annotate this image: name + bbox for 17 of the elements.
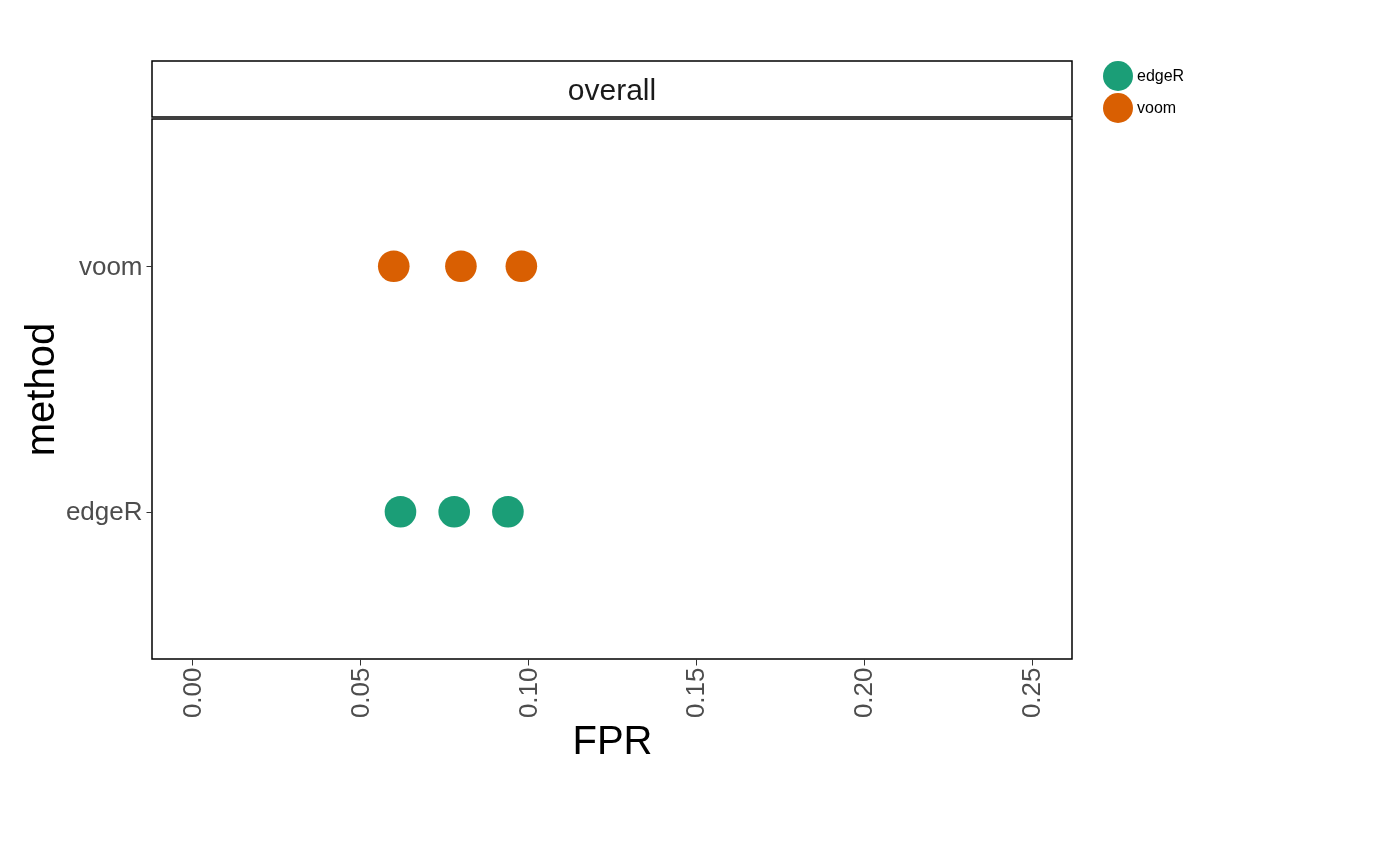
- legend-label: edgeR: [1137, 67, 1185, 84]
- x-tick-label: 0.10: [512, 667, 543, 719]
- x-tick-label: 0.15: [680, 667, 711, 719]
- y-axis-title: method: [17, 322, 62, 457]
- point: [384, 495, 417, 528]
- x-tick-label: 0.00: [176, 667, 207, 719]
- point: [438, 495, 470, 528]
- point: [445, 250, 477, 283]
- point: [377, 250, 410, 283]
- x-tick-label: 0.25: [1016, 667, 1047, 719]
- point: [492, 495, 524, 528]
- x-tick-label: 0.05: [344, 667, 375, 719]
- x-tick-label: 0.20: [848, 667, 879, 719]
- point: [505, 250, 538, 283]
- legend-label: voom: [1137, 99, 1177, 116]
- x-axis-title: FPR: [572, 718, 653, 763]
- chart-title: overall: [567, 73, 657, 106]
